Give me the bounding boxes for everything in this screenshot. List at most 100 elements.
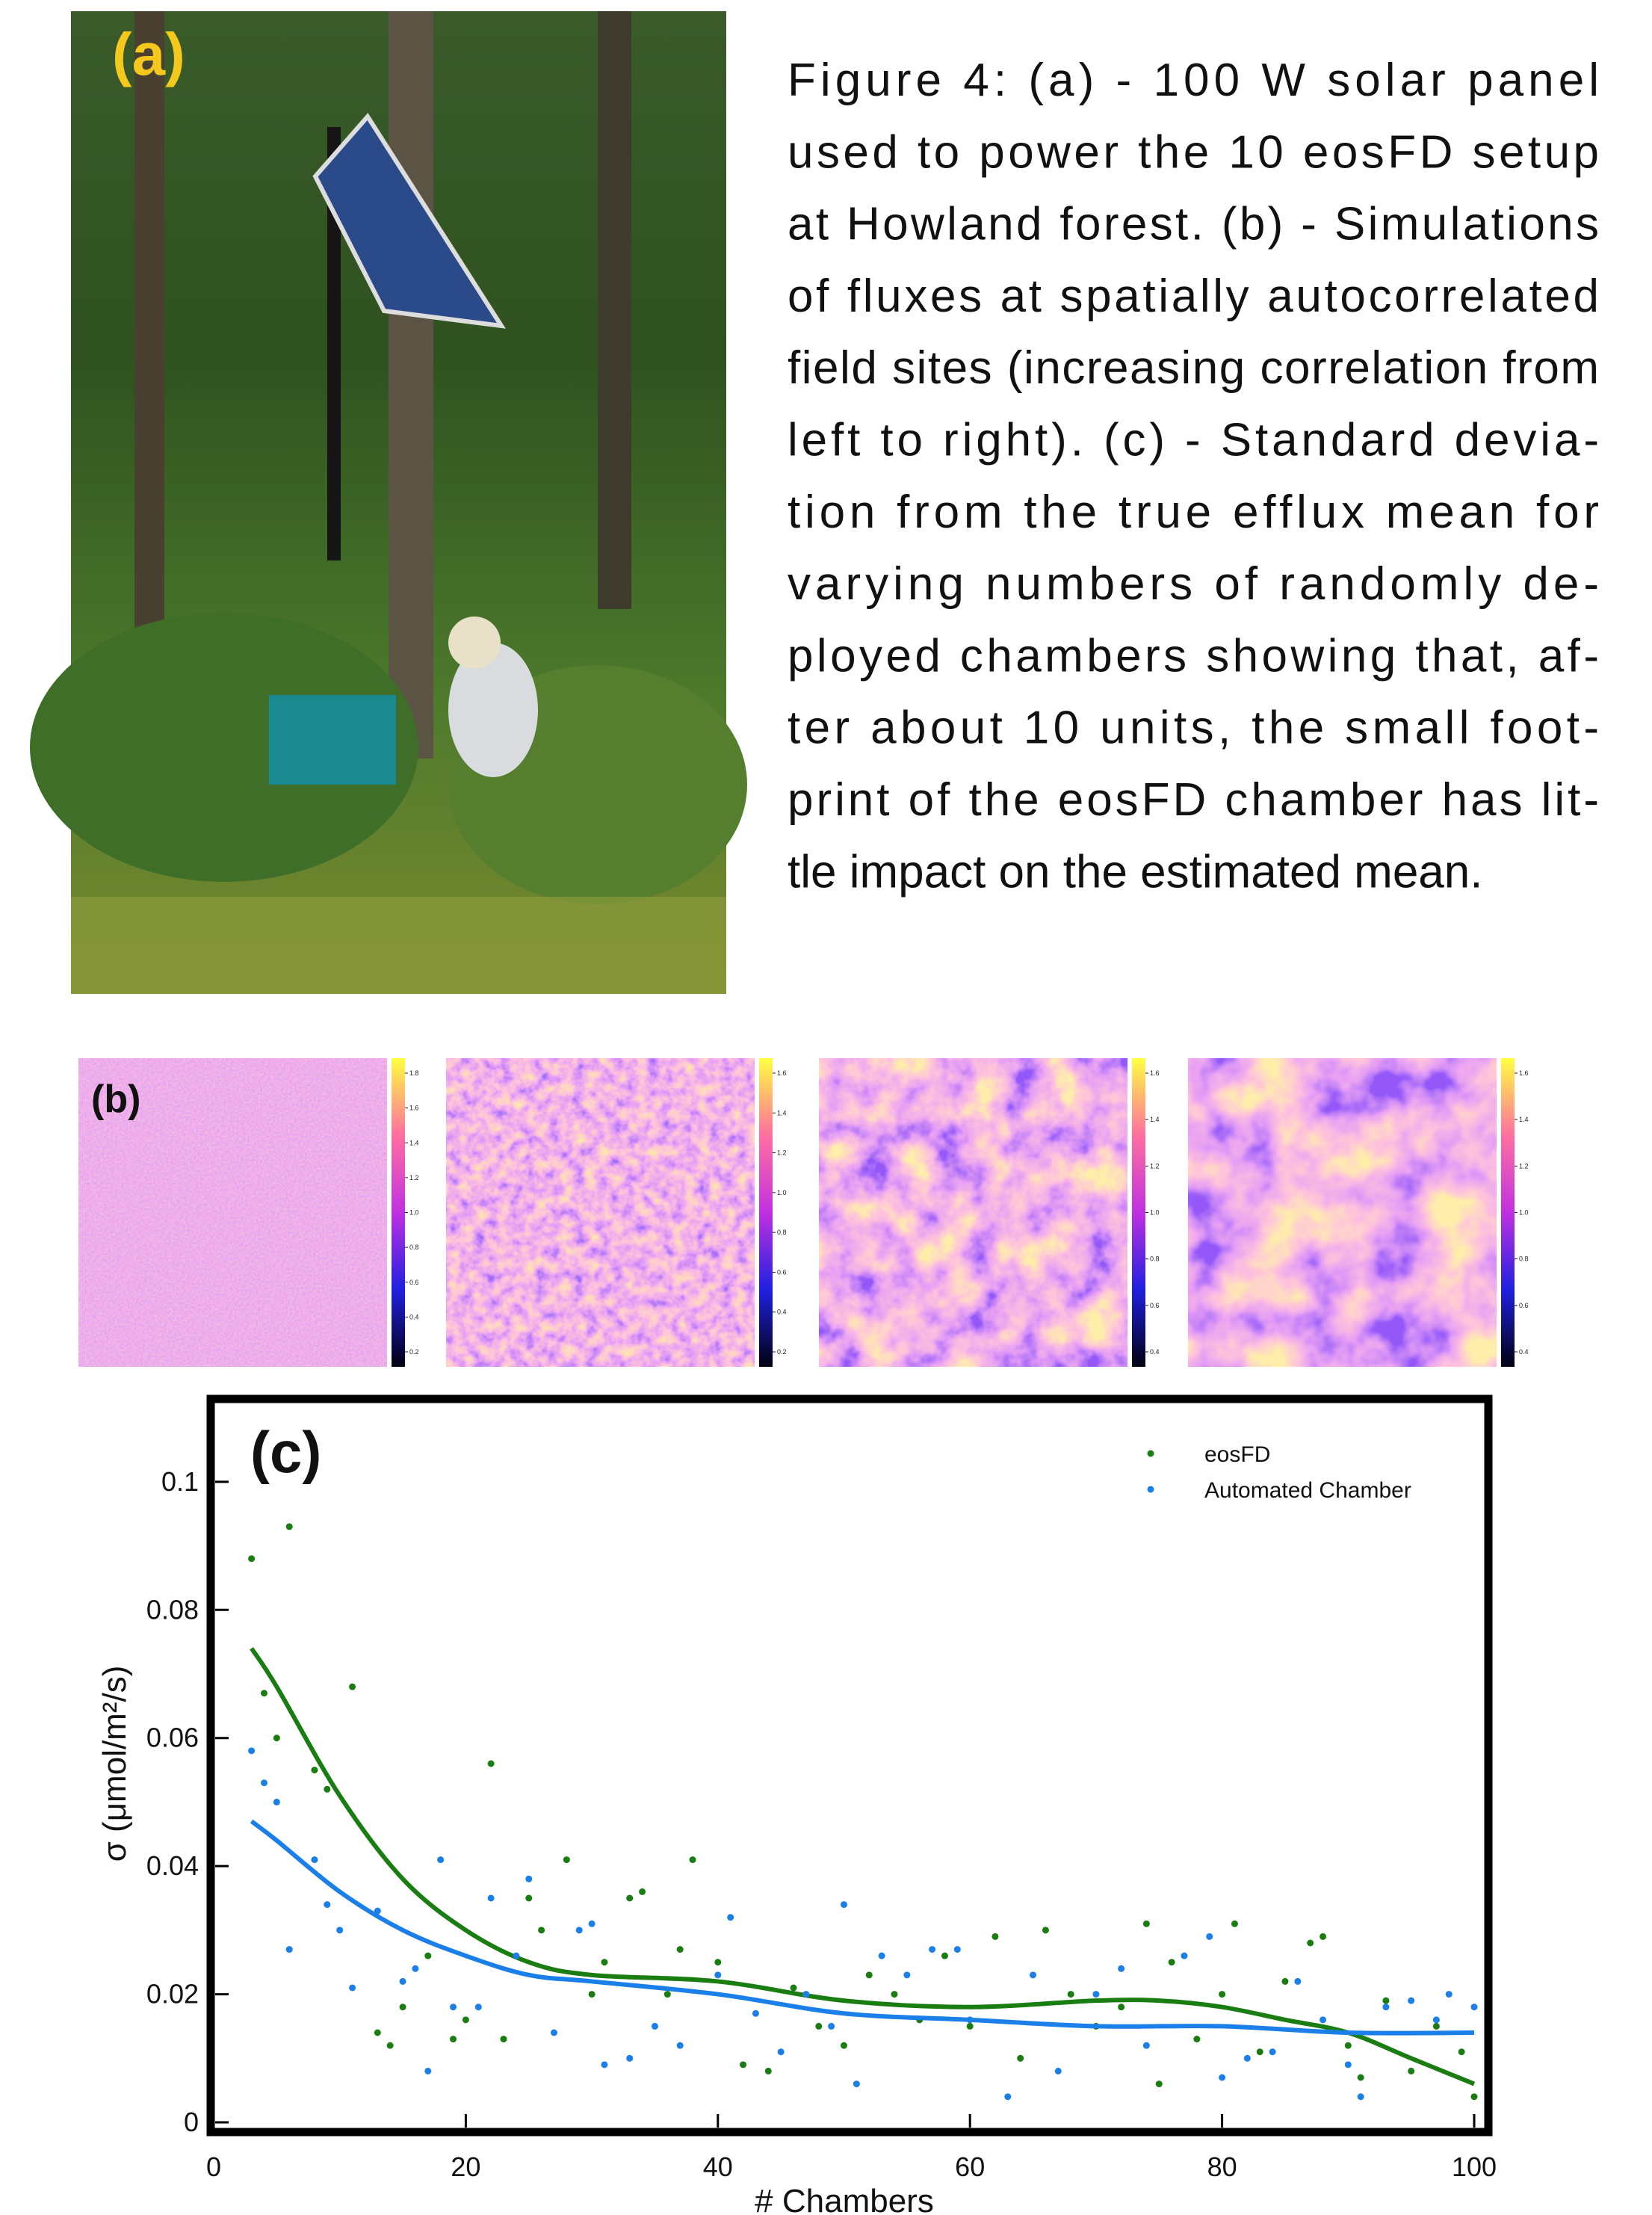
- data-point: [450, 2036, 457, 2043]
- caption-line: print of the eosFD chamber has lit-: [788, 774, 1599, 826]
- colorbar-tick-label: 1.6: [409, 1105, 419, 1112]
- colorbar-tick-label: 0.2: [777, 1348, 787, 1356]
- panel-label: (a): [112, 21, 185, 87]
- data-point: [790, 1984, 797, 1992]
- x-tick-label: 20: [451, 2151, 480, 2182]
- data-point: [1054, 2067, 1062, 2075]
- caption-line: ployed chambers showing that, af-: [788, 630, 1599, 682]
- colorbar-tick-label: 1.0: [409, 1209, 419, 1217]
- data-point: [1042, 1927, 1049, 1934]
- data-point: [1458, 2048, 1465, 2056]
- data-point: [538, 1927, 545, 1934]
- data-point: [349, 1683, 356, 1690]
- data-point: [841, 1901, 847, 1909]
- data-point: [1219, 1991, 1226, 1998]
- colorbar-tick-label: 1.4: [777, 1109, 787, 1116]
- data-point: [550, 2029, 557, 2036]
- data-point: [1181, 1952, 1188, 1959]
- data-point: [1142, 2042, 1150, 2049]
- y-tick-label: 0.02: [146, 1979, 199, 2009]
- colorbar-tick-label: 0.8: [777, 1229, 787, 1236]
- data-point: [588, 1920, 595, 1927]
- data-point: [1067, 1991, 1074, 1998]
- colorbar-tick-label: 0.4: [1150, 1348, 1160, 1356]
- caption-line: tion from the true efflux mean for: [788, 486, 1599, 538]
- plot-frame: [206, 1394, 1493, 2137]
- colorbar-tick-label: 1.0: [1150, 1209, 1160, 1217]
- data-point: [399, 1977, 406, 1985]
- x-tick-label: 0: [206, 2151, 221, 2182]
- data-point: [1118, 1965, 1125, 1972]
- colorbar-tick-label: 0.8: [409, 1244, 419, 1251]
- data-point: [563, 1856, 570, 1864]
- y-tick-label: 0: [184, 2107, 199, 2137]
- trend-line: [250, 1647, 1476, 2086]
- legend-marker: [1147, 1486, 1154, 1493]
- colorbar-tick-label: 1.6: [1150, 1069, 1160, 1077]
- data-point: [802, 1991, 810, 1998]
- data-point: [487, 1894, 495, 1902]
- data-point: [878, 1952, 885, 1959]
- heatmap: [445, 1057, 755, 1368]
- data-point: [1432, 2022, 1440, 2030]
- data-point: [1344, 2042, 1352, 2049]
- colorbar: [1132, 1058, 1145, 1367]
- trend-line: [250, 1819, 1475, 2036]
- data-point: [374, 2029, 381, 2036]
- y-axis-label: σ (μmol/m²/s): [96, 1666, 133, 1862]
- data-point: [1092, 1991, 1100, 1998]
- heatmap: [818, 1057, 1128, 1368]
- data-point: [500, 2036, 507, 2043]
- x-tick-label: 80: [1207, 2151, 1237, 2182]
- y-tick-label: 0.06: [146, 1723, 199, 1753]
- data-point: [248, 1747, 256, 1755]
- caption-line: left to right). (c) - Standard devia-: [788, 415, 1599, 466]
- data-point: [1357, 2074, 1364, 2081]
- colorbar-tick-label: 0.6: [409, 1279, 419, 1286]
- colorbar-tick-label: 1.0: [777, 1189, 787, 1196]
- data-point: [1320, 2016, 1327, 2024]
- data-point: [1382, 1997, 1390, 2004]
- data-point: [513, 1952, 520, 1959]
- data-point: [1470, 2093, 1478, 2101]
- data-point: [752, 2009, 759, 2017]
- data-point: [324, 1785, 331, 1793]
- data-point: [525, 1894, 533, 1902]
- caption: Figure 4: (a) - 100 W solar panel used to…: [788, 55, 1599, 898]
- data-point: [1408, 2067, 1415, 2075]
- heatmap: [1187, 1057, 1497, 1368]
- data-point: [764, 2067, 772, 2075]
- colorbar-tick-label: 1.2: [1150, 1162, 1160, 1170]
- data-point: [273, 1734, 280, 1742]
- colorbar: [759, 1058, 773, 1367]
- data-point: [450, 2004, 457, 2011]
- data-point: [1294, 1977, 1302, 1985]
- data-point: [437, 1856, 445, 1864]
- data-point: [1307, 1939, 1314, 1947]
- data-point: [260, 1690, 267, 1697]
- colorbar-tick-label: 1.2: [1519, 1162, 1529, 1170]
- data-point: [462, 2016, 469, 2024]
- x-tick-label: 60: [955, 2151, 985, 2182]
- x-axis-label: # Chambers: [755, 2183, 934, 2215]
- heatmaps: 1.8 1.6 1.4 1.2 1.0 0.8 0.6 0.4 0.2 1.6 1.4 1.2 1.0 0…: [78, 1057, 1529, 1368]
- colorbar: [392, 1058, 405, 1367]
- colorbar-tick-label: 1.4: [409, 1139, 419, 1146]
- data-point: [260, 1779, 267, 1787]
- colorbar-tick-label: 1.0: [1519, 1209, 1529, 1217]
- data-point: [714, 1959, 722, 1966]
- colorbar-tick-label: 1.2: [409, 1174, 419, 1181]
- panel-label: (c): [250, 1419, 321, 1485]
- data-point: [1017, 2054, 1024, 2062]
- photo: [30, 11, 747, 994]
- x-tick-label: 100: [1452, 2151, 1497, 2182]
- data-point: [386, 2042, 394, 2049]
- y-tick-label: 0.08: [146, 1594, 199, 1625]
- data-point: [953, 1946, 961, 1953]
- data-point: [740, 2061, 747, 2069]
- data-point: [311, 1856, 318, 1864]
- colorbar-tick-label: 0.4: [409, 1313, 419, 1320]
- data-point: [1243, 2054, 1251, 2062]
- data-point: [828, 2022, 835, 2030]
